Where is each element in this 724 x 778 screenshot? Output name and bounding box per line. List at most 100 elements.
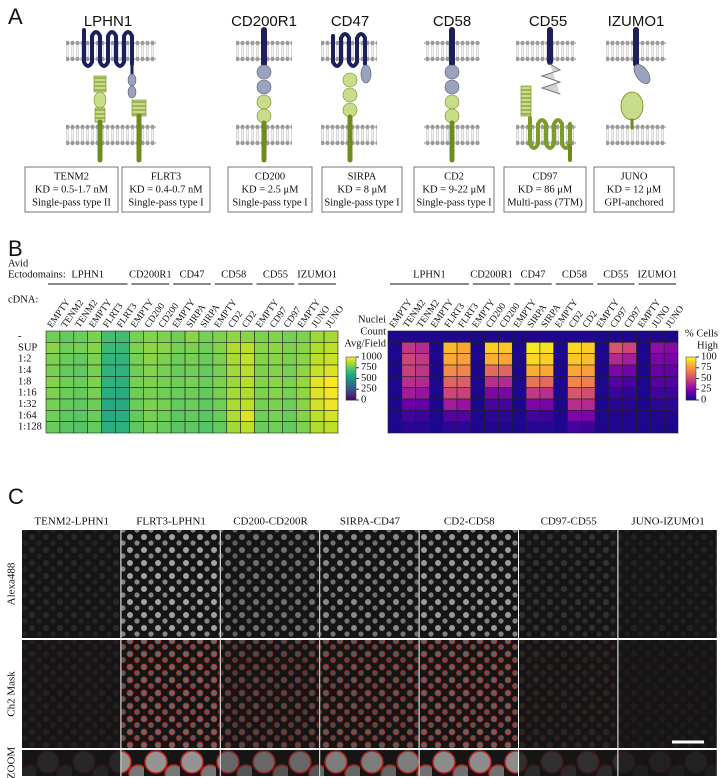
colorbar-segment	[686, 372, 696, 375]
heatmap-cell	[470, 421, 485, 434]
heatmap-cell	[226, 376, 241, 388]
microscopy-signal	[220, 750, 320, 776]
colorbar-segment	[346, 369, 356, 372]
heatmap-cell	[525, 376, 541, 388]
row-label: 1:64	[18, 410, 37, 421]
column-label: TENM2-LPHN1	[34, 516, 109, 528]
heatmap-cell	[87, 398, 102, 411]
heatmap-cell	[498, 421, 513, 434]
row-label: 1:16	[18, 388, 37, 399]
heatmap-cell	[268, 342, 283, 354]
ligand-kd: KD = 2.5 μM	[241, 184, 299, 195]
heatmap-cell	[170, 342, 186, 354]
heatmap-cell	[636, 330, 651, 343]
heatmap-cell	[567, 353, 582, 366]
heatmap-cell	[282, 330, 297, 343]
heatmap-cell	[170, 330, 186, 343]
colorbar-segment	[686, 377, 696, 379]
heatmap-cell	[567, 376, 582, 388]
heatmap-cell	[73, 330, 89, 343]
heatmap-cell	[295, 398, 311, 411]
heatmap-cell	[553, 421, 568, 434]
heatmap-cell	[59, 398, 75, 411]
colorbar-tick-label: 0	[701, 394, 706, 405]
heatmap-cell	[309, 342, 325, 354]
heatmap-cell	[226, 342, 241, 354]
colorbar-segment	[346, 365, 356, 368]
heatmap-cell	[470, 410, 485, 422]
ligand-type: Single-pass type I	[324, 197, 400, 208]
heatmap-cell	[323, 387, 339, 400]
colorbar-segment	[686, 365, 696, 368]
heatmap-cell	[429, 330, 444, 343]
colorbar-segment	[346, 395, 356, 398]
ligand-name: SIRPA	[348, 171, 377, 182]
colorbar-segment	[346, 372, 356, 375]
heatmap-cell	[282, 387, 297, 400]
heatmap-cell	[212, 387, 228, 400]
heatmap-cell	[594, 342, 610, 354]
heatmap-cell	[539, 364, 555, 377]
colorbar-segment	[686, 362, 696, 365]
microscopy-signal	[419, 640, 518, 748]
heatmap-cell	[636, 376, 651, 388]
heatmap-cell	[282, 342, 297, 354]
group-heading: Ectodomains:	[8, 269, 66, 280]
heatmap-cell	[101, 398, 116, 411]
microscopy-signal	[22, 750, 121, 776]
heatmap-cell	[254, 376, 269, 388]
heatmap-cell	[622, 410, 637, 422]
heatmap-cell	[470, 376, 485, 388]
heatmap-cell	[415, 330, 430, 343]
group-label: CD200R1	[470, 269, 513, 280]
microscopy-signal	[320, 530, 419, 638]
heatmap-cell	[115, 410, 130, 422]
heatmap-cell	[226, 398, 241, 411]
group-label: CD47	[179, 269, 204, 280]
heatmap-cell	[456, 364, 472, 377]
colorbar-tick-label: 250	[361, 384, 377, 395]
row-label: 1:2	[18, 354, 31, 365]
ligand-name: CD97	[532, 171, 557, 182]
heatmap-cell	[608, 364, 624, 377]
ligand-box	[321, 166, 403, 213]
heatmap-cell	[212, 398, 228, 411]
heatmap-cell	[511, 421, 527, 434]
heatmap-cell	[73, 387, 89, 400]
panel-letter: B	[8, 236, 23, 261]
heatmap-cell	[129, 387, 144, 400]
colorbar-segment	[686, 367, 696, 369]
heatmap-cell	[143, 387, 158, 400]
heatmap-cell	[295, 364, 311, 377]
heatmap-cell	[87, 342, 102, 354]
receptor-name: IZUMO1	[608, 13, 665, 30]
colorbar-tick-label: 0	[361, 394, 366, 405]
colorbar-label: Nuclei	[358, 314, 386, 325]
heatmap-cell	[156, 410, 172, 422]
colorbar-tick-label: 75	[701, 362, 712, 373]
colorbar-segment	[686, 368, 696, 371]
row-label: SUP	[18, 342, 37, 353]
heatmap-cell	[484, 342, 499, 354]
heatmap-cell	[129, 364, 144, 377]
heatmap-cell	[636, 410, 651, 422]
microscopy-signal	[519, 530, 618, 638]
heatmap-cell	[309, 410, 325, 422]
colorbar-segment	[686, 384, 696, 387]
heatmap-cell	[59, 376, 75, 388]
colorbar-segment	[686, 398, 696, 401]
heatmap-cell	[387, 364, 403, 377]
heatmap-cell	[663, 330, 679, 343]
heatmap-cell	[212, 353, 228, 366]
heatmap-cell	[525, 342, 541, 354]
heatmap-cell	[415, 342, 430, 354]
colorbar-segment	[346, 397, 356, 399]
colorbar-segment	[346, 379, 356, 382]
heatmap-cell	[101, 330, 116, 343]
colorbar-segment	[686, 378, 696, 381]
heatmap-cell	[415, 364, 430, 377]
microscopy-signal	[320, 750, 419, 776]
group-label: CD58	[562, 269, 587, 280]
heatmap-cell	[323, 364, 339, 377]
heatmap-cell	[650, 364, 665, 377]
